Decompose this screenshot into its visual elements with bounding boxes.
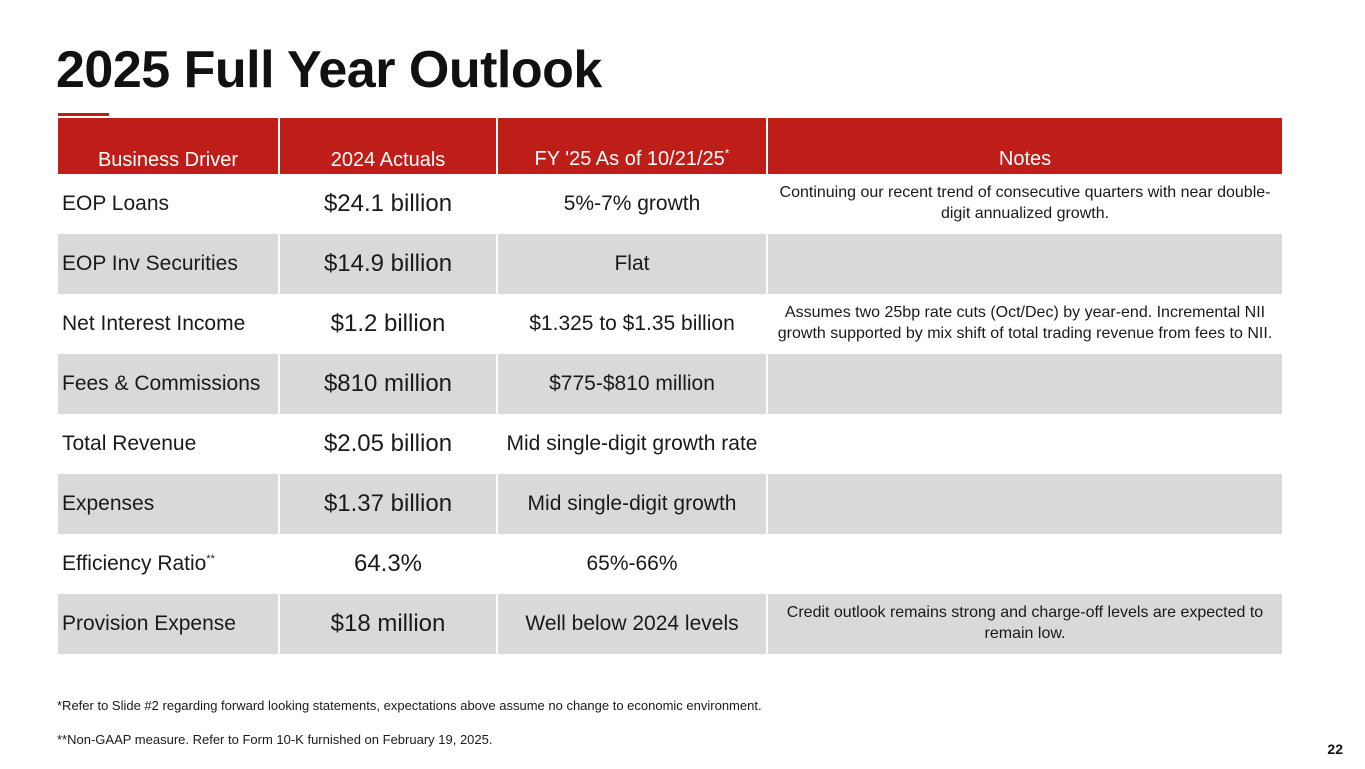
- cell-actual: $2.05 billion: [280, 414, 498, 474]
- cell-driver: Efficiency Ratio**: [58, 534, 280, 594]
- cell-notes: Credit outlook remains strong and charge…: [768, 594, 1282, 654]
- cell-actual: $1.2 billion: [280, 294, 498, 354]
- table-header-row: Business Driver 2024 Actuals FY '25 As o…: [58, 118, 1282, 174]
- cell-driver: Expenses: [58, 474, 280, 534]
- title-accent-rule: [58, 113, 109, 116]
- cell-driver: Fees & Commissions: [58, 354, 280, 414]
- cell-driver: EOP Loans: [58, 174, 280, 234]
- header-2024-actuals: 2024 Actuals: [280, 118, 498, 174]
- cell-notes: [768, 354, 1282, 414]
- page-number: 22: [1327, 741, 1343, 757]
- cell-actual: $14.9 billion: [280, 234, 498, 294]
- table-row: Net Interest Income $1.2 billion $1.325 …: [58, 294, 1282, 354]
- table-row: Expenses $1.37 billion Mid single-digit …: [58, 474, 1282, 534]
- cell-driver: Provision Expense: [58, 594, 280, 654]
- table-row: Total Revenue $2.05 billion Mid single-d…: [58, 414, 1282, 474]
- cell-notes: [768, 414, 1282, 474]
- cell-notes: [768, 234, 1282, 294]
- table-row: Provision Expense $18 million Well below…: [58, 594, 1282, 654]
- header-fy25-label: FY '25 As of 10/21/25: [534, 148, 725, 170]
- cell-fy25: $1.325 to $1.35 billion: [498, 294, 768, 354]
- footnote-non-gaap: **Non-GAAP measure. Refer to Form 10-K f…: [57, 732, 493, 747]
- cell-fy25: Mid single-digit growth: [498, 474, 768, 534]
- cell-actual: 64.3%: [280, 534, 498, 594]
- outlook-table: Business Driver 2024 Actuals FY '25 As o…: [58, 118, 1282, 654]
- header-fy25-footnote-mark: *: [724, 146, 730, 161]
- cell-actual: $1.37 billion: [280, 474, 498, 534]
- cell-driver: EOP Inv Securities: [58, 234, 280, 294]
- cell-fy25: 5%-7% growth: [498, 174, 768, 234]
- page-title: 2025 Full Year Outlook: [56, 41, 602, 99]
- cell-actual: $18 million: [280, 594, 498, 654]
- cell-fy25: Flat: [498, 234, 768, 294]
- cell-fy25: $775-$810 million: [498, 354, 768, 414]
- header-notes: Notes: [768, 118, 1282, 174]
- footnote-forward-looking: *Refer to Slide #2 regarding forward loo…: [57, 698, 762, 713]
- cell-fy25: Well below 2024 levels: [498, 594, 768, 654]
- cell-driver: Total Revenue: [58, 414, 280, 474]
- table-row: EOP Loans $24.1 billion 5%-7% growth Con…: [58, 174, 1282, 234]
- cell-notes: Assumes two 25bp rate cuts (Oct/Dec) by …: [777, 304, 1273, 342]
- header-fy25: FY '25 As of 10/21/25*: [498, 118, 768, 174]
- table-row: Fees & Commissions $810 million $775-$81…: [58, 354, 1282, 414]
- table-row: Efficiency Ratio** 64.3% 65%-66%: [58, 534, 1282, 594]
- header-business-driver: Business Driver: [58, 118, 280, 174]
- cell-driver-label: Efficiency Ratio: [62, 552, 207, 575]
- cell-fy25: 65%-66%: [498, 534, 768, 594]
- cell-driver: Net Interest Income: [58, 294, 280, 354]
- cell-fy25: Mid single-digit growth rate: [498, 414, 768, 474]
- cell-notes: [768, 534, 1282, 594]
- cell-actual: $24.1 billion: [280, 174, 498, 234]
- cell-notes: Continuing our recent trend of consecuti…: [779, 184, 1271, 222]
- cell-notes: [768, 474, 1282, 534]
- table-row: EOP Inv Securities $14.9 billion Flat: [58, 234, 1282, 294]
- cell-actual: $810 million: [280, 354, 498, 414]
- driver-footnote-mark: **: [206, 553, 215, 565]
